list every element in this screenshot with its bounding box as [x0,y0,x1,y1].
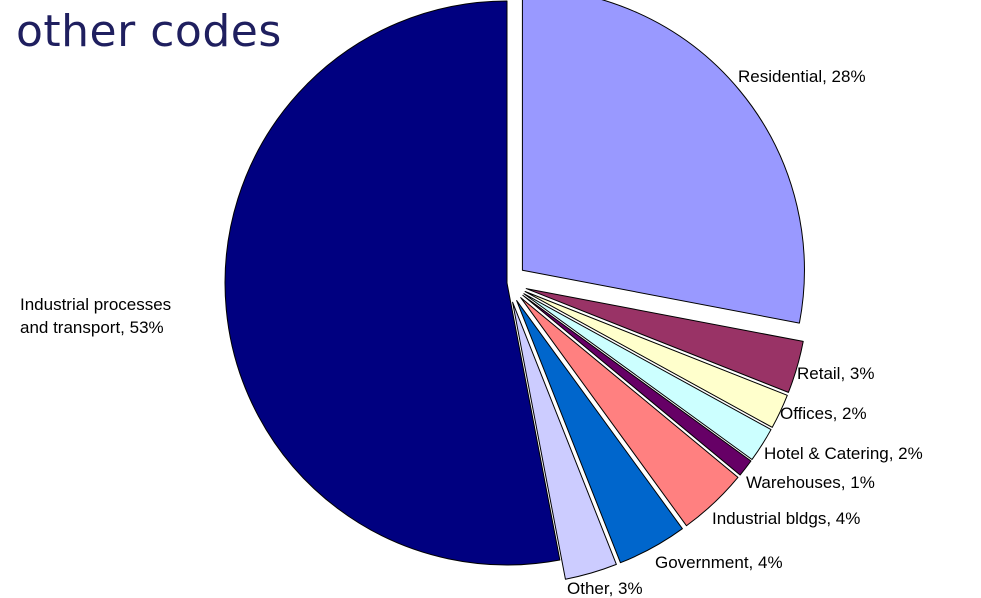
slice-label-line: and transport, 53% [20,318,164,337]
pie-slice-government [516,300,683,564]
slice-label-residential: Residential, 28% [738,67,866,86]
pie-slice-hotel-catering [523,293,772,460]
pie-slices [224,0,805,580]
pie-slice-retail [525,288,804,393]
chart-title: other codes [16,6,282,57]
slice-label-line: Industrial processes [20,295,171,314]
slice-label-hotel-catering: Hotel & Catering, 2% [764,444,923,463]
pie-labels: Residential, 28% Retail, 3% Offices, 2% Hot… [20,67,923,598]
pie-slice-residential [521,0,805,324]
slice-label-other: Other, 3% [567,579,643,598]
slice-label-offices: Offices, 2% [780,404,867,423]
slice-label-industrial-bldgs: Industrial bldgs, 4% [712,509,860,528]
pie-slice-industrial-processes [224,0,561,566]
slice-label-government: Government, 4% [655,553,783,572]
pie-slice-other [512,301,617,580]
pie-slice-industrial-bldgs [520,297,739,527]
pie-slice-warehouses [522,294,752,476]
slice-label-retail: Retail, 3% [797,364,874,383]
slice-label-industrial-processes: Industrial processes and transport, 53% [20,295,171,337]
slice-label-warehouses: Warehouses, 1% [746,473,875,492]
pie-slice-offices [524,291,788,428]
